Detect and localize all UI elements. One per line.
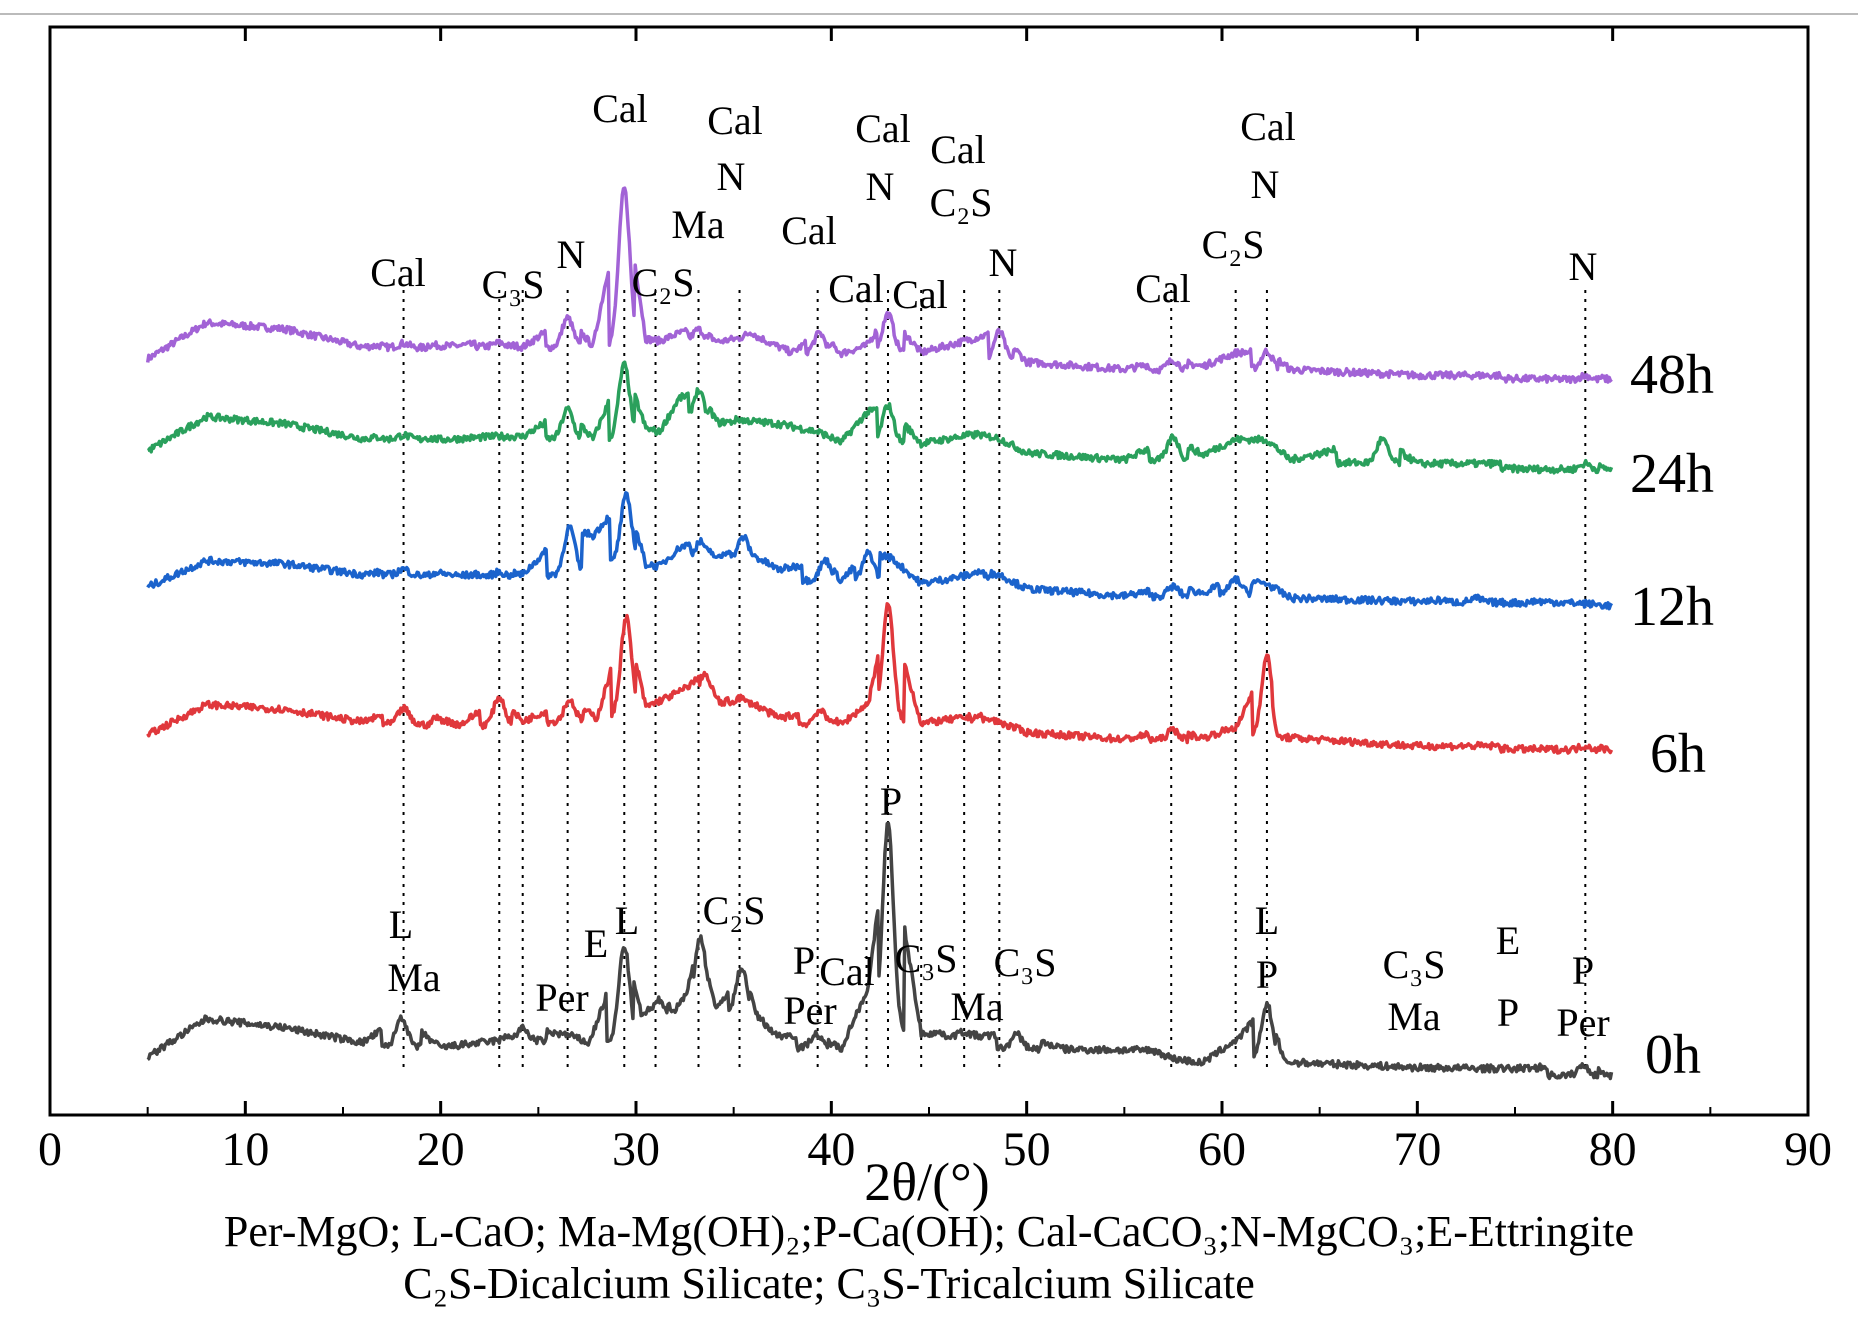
phase-label: P (880, 779, 902, 824)
x-tick-label: 0 (38, 1123, 62, 1176)
phase-label: N (1569, 244, 1598, 289)
x-tick-label: 20 (417, 1123, 465, 1176)
phase-label: P (793, 938, 815, 983)
phase-label: N (717, 154, 746, 199)
x-ticks: 0 10 20 30 40 50 60 70 80 90 (38, 27, 1832, 1176)
phase-label: Per (535, 975, 588, 1020)
phase-label: Cal (370, 250, 426, 295)
phase-label: N (866, 164, 895, 209)
phase-label: Ma (671, 202, 725, 247)
x-tick-label: 90 (1784, 1123, 1832, 1176)
x-axis-label: 2θ/(°) (864, 1152, 989, 1212)
phase-label: E (584, 921, 608, 966)
series-line-6h (146, 602, 1614, 755)
series-label-6h: 6h (1650, 723, 1706, 785)
phase-label: C₂S (632, 260, 695, 305)
series-group (145, 186, 1614, 1081)
phase-label: N (557, 232, 586, 277)
phase-label: P (1497, 990, 1519, 1035)
series-line-12h (146, 491, 1614, 611)
x-tick-label: 10 (221, 1123, 269, 1176)
phase-label: P (1572, 948, 1594, 993)
phase-label: C₂S (930, 180, 993, 225)
phase-label: Cal (1240, 104, 1296, 149)
phase-label: Ma (387, 955, 441, 1000)
series-line-0h (146, 821, 1614, 1081)
phase-label: L (615, 898, 639, 943)
phase-label: L (1255, 898, 1279, 943)
x-tick-label: 30 (612, 1123, 660, 1176)
phase-label: Cal (1135, 266, 1191, 311)
x-tick-label: 50 (1003, 1123, 1051, 1176)
phase-label: N (989, 240, 1018, 285)
phase-label: Cal (707, 98, 763, 143)
x-tick-label: 60 (1198, 1123, 1246, 1176)
phase-label: C₃S (482, 262, 545, 307)
legend-line-1: Per-MgO; L-CaO; Ma-Mg(OH)₂;P-Ca(OH); Cal… (223, 1207, 1635, 1256)
legend-line-2: C₂S-Dicalcium Silicate; C₃S-Tricalcium S… (403, 1259, 1255, 1308)
phase-label: Cal (855, 106, 911, 151)
x-tick-label: 70 (1393, 1123, 1441, 1176)
phase-label: L (389, 902, 413, 947)
phase-label: E (1496, 918, 1520, 963)
phase-label: C₃S (895, 936, 958, 981)
phase-label: Cal (892, 272, 948, 317)
series-label-48h: 48h (1630, 344, 1714, 406)
phase-label: Cal (781, 208, 837, 253)
phase-label: Ma (1387, 994, 1441, 1039)
series-label-12h: 12h (1630, 576, 1714, 638)
phase-label: C₂S (1202, 222, 1265, 267)
series-line-24h (146, 360, 1614, 475)
phase-label: C₃S (994, 940, 1057, 985)
series-label-0h: 0h (1645, 1024, 1701, 1086)
series-label-24h: 24h (1630, 443, 1714, 505)
x-tick-label: 80 (1589, 1123, 1637, 1176)
phase-label: Per (1556, 1000, 1609, 1045)
x-tick-label: 40 (807, 1123, 855, 1176)
phase-label: P (1256, 952, 1278, 997)
series-line-48h (145, 186, 1613, 385)
phase-label: Cal (930, 127, 986, 172)
phase-label: C₃S (1383, 942, 1446, 987)
phase-label: Ma (950, 984, 1004, 1029)
phase-label: Cal (592, 86, 648, 131)
phase-label: Per (783, 988, 836, 1033)
phase-label: Cal (819, 949, 875, 994)
phase-label: C₂S (703, 888, 766, 933)
phase-label: Cal (828, 266, 884, 311)
phase-label: N (1251, 162, 1280, 207)
